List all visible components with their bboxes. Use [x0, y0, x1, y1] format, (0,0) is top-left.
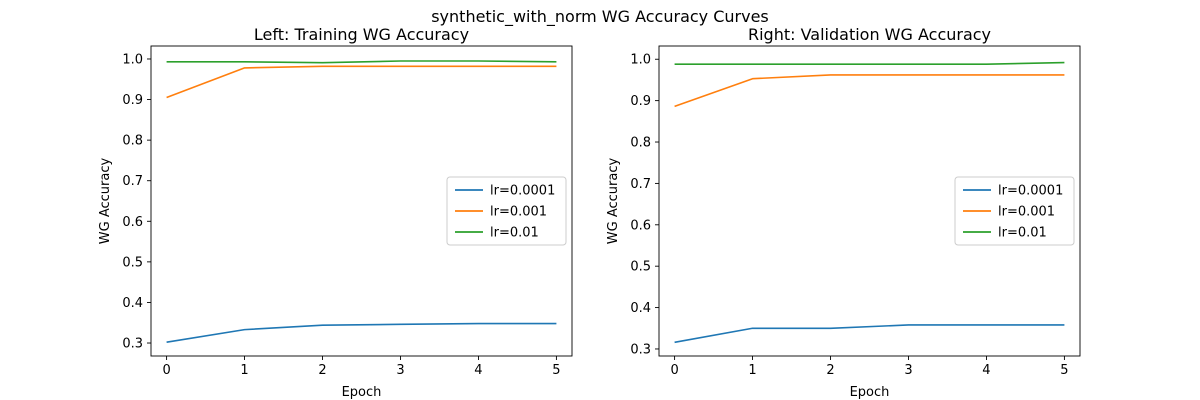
series-line-lr=0.001 — [166, 65, 557, 99]
legend-entry: lr=0.001 — [490, 205, 547, 220]
x-tick-label: 0 — [670, 363, 678, 378]
legend-entry: lr=0.001 — [998, 205, 1055, 220]
y-tick-label: 0.6 — [630, 218, 651, 233]
y-tick-label: 0.5 — [122, 255, 143, 270]
series-line-lr=0.001 — [674, 74, 1065, 108]
legend-entry: lr=0.01 — [490, 226, 539, 241]
x-tick-label: 1 — [748, 363, 756, 378]
y-axis-label: WG Accuracy — [98, 157, 113, 244]
y-tick-label: 0.8 — [122, 134, 143, 149]
x-tick-label: 5 — [1060, 363, 1068, 378]
y-tick-label: 0.3 — [122, 337, 143, 352]
x-tick-label: 0 — [162, 363, 170, 378]
series-line-lr=0.01 — [166, 60, 557, 64]
axes-frame — [150, 45, 573, 357]
series-line-lr=0.01 — [674, 61, 1065, 66]
series-line-lr=0.0001 — [674, 324, 1065, 344]
left-training-panel: Left: Training WG Accuracy 0 1 2 3 4 5 0.3 0.4 0.… — [98, 25, 573, 400]
legend: lr=0.0001 lr=0.001 lr=0.01 — [446, 176, 567, 246]
legend-entry: lr=0.0001 — [998, 184, 1063, 199]
y-tick-label: 0.4 — [122, 296, 143, 311]
y-axis-label: WG Accuracy — [606, 157, 621, 244]
y-tick-label: 1.0 — [630, 53, 651, 68]
y-tick-label: 0.7 — [630, 177, 651, 192]
x-axis-label: Epoch — [850, 385, 890, 400]
x-tick-label: 4 — [474, 363, 482, 378]
legend: lr=0.0001 lr=0.001 lr=0.01 — [954, 176, 1075, 246]
y-tick-label: 0.5 — [630, 260, 651, 275]
y-tick-label: 0.7 — [122, 174, 143, 189]
x-tick-label: 2 — [318, 363, 326, 378]
legend-box — [954, 176, 1075, 246]
right-validation-panel: Right: Validation WG Accuracy 0 1 2 3 4 5 0.3 0.… — [606, 25, 1081, 400]
x-tick-label: 4 — [982, 363, 990, 378]
y-tick-label: 0.4 — [630, 301, 651, 316]
x-tick-label: 3 — [396, 363, 404, 378]
y-tick-label: 0.6 — [122, 215, 143, 230]
legend-entry: lr=0.0001 — [490, 184, 555, 199]
x-tick-label: 1 — [240, 363, 248, 378]
legend-entry: lr=0.01 — [998, 226, 1047, 241]
panel-title: Left: Training WG Accuracy — [254, 25, 469, 44]
legend-box — [446, 176, 567, 246]
x-tick-label: 5 — [552, 363, 560, 378]
panel-title: Right: Validation WG Accuracy — [748, 25, 991, 44]
figure-suptitle: synthetic_with_norm WG Accuracy Curves — [431, 7, 769, 27]
y-tick-label: 0.9 — [630, 94, 651, 109]
axes-frame — [658, 45, 1081, 357]
x-tick-label: 2 — [826, 363, 834, 378]
series-line-lr=0.0001 — [166, 322, 557, 343]
y-tick-label: 0.3 — [630, 342, 651, 357]
y-tick-label: 0.8 — [630, 136, 651, 151]
x-axis-label: Epoch — [342, 385, 382, 400]
y-tick-label: 1.0 — [122, 52, 143, 67]
x-tick-label: 3 — [904, 363, 912, 378]
y-tick-label: 0.9 — [122, 93, 143, 108]
